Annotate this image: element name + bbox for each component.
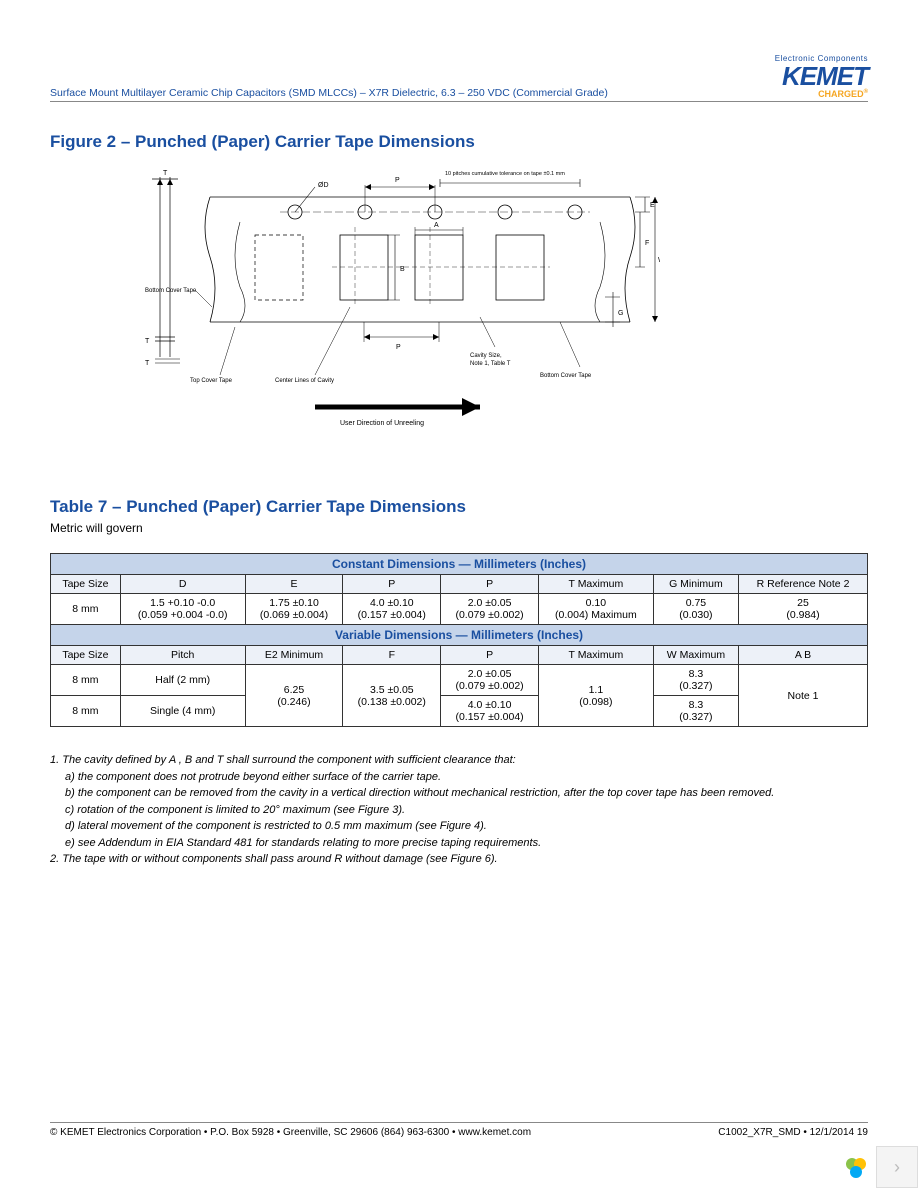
doc-title: Surface Mount Multilayer Ceramic Chip Ca…	[50, 87, 608, 99]
footer-right: C1002_X7R_SMD • 12/1/2014 19	[718, 1127, 868, 1138]
cell: 25(0.984)	[739, 594, 868, 625]
variable-header: Variable Dimensions — Millimeters (Inche…	[51, 625, 868, 646]
cell: 8 mm	[51, 696, 121, 727]
svg-text:T: T	[145, 360, 150, 367]
svg-text:E: E	[650, 202, 655, 209]
vcol-wmax: W Maximum	[653, 646, 738, 665]
table-title: Table 7 – Punched (Paper) Carrier Tape D…	[50, 497, 868, 517]
col-p: P	[343, 575, 441, 594]
col-p2: P	[441, 575, 539, 594]
svg-text:G: G	[618, 310, 623, 317]
col-d: D	[120, 575, 245, 594]
svg-text:T: T	[145, 338, 150, 345]
cell: 4.0 ±0.10(0.157 ±0.004)	[343, 594, 441, 625]
svg-text:10 pitches cumulative toleranc: 10 pitches cumulative tolerance on tape …	[445, 171, 565, 177]
cell: 0.75(0.030)	[653, 594, 738, 625]
cell: 2.0 ±0.05(0.079 ±0.002)	[441, 665, 539, 696]
cell: Half (2 mm)	[120, 665, 245, 696]
page-header: Surface Mount Multilayer Ceramic Chip Ca…	[50, 55, 868, 102]
cell: 8.3(0.327)	[653, 665, 738, 696]
cell: 1.75 ±0.10(0.069 ±0.004)	[245, 594, 343, 625]
constant-header: Constant Dimensions — Millimeters (Inche…	[51, 554, 868, 575]
svg-text:Bottom Cover Tape: Bottom Cover Tape	[145, 288, 197, 294]
svg-text:P: P	[396, 344, 401, 351]
dimensions-table: Constant Dimensions — Millimeters (Inche…	[50, 553, 868, 727]
svg-text:P: P	[395, 177, 400, 184]
note-1d: d) lateral movement of the component is …	[65, 818, 868, 835]
vcol-e2: E2 Minimum	[245, 646, 343, 665]
svg-text:Bottom Cover Tape: Bottom Cover Tape	[540, 373, 592, 379]
cell: 3.5 ±0.05(0.138 ±0.002)	[343, 665, 441, 727]
cell: 8 mm	[51, 594, 121, 625]
svg-text:User Direction of Unreeling: User Direction of Unreeling	[340, 420, 424, 427]
footnotes: 1. The cavity defined by A , B and T sha…	[50, 752, 868, 868]
figure-diagram: T T ØD	[140, 167, 868, 437]
cell: 6.25(0.246)	[245, 665, 343, 727]
svg-text:B: B	[400, 266, 405, 273]
note-1: 1. The cavity defined by A , B and T sha…	[50, 752, 868, 769]
cell: 0.10(0.004) Maximum	[538, 594, 653, 625]
note-1c: c) rotation of the component is limited …	[65, 802, 868, 819]
note-1e: e) see Addendum in EIA Standard 481 for …	[65, 835, 868, 852]
note-2: 2. The tape with or without components s…	[50, 851, 868, 868]
footer-left: © KEMET Electronics Corporation • P.O. B…	[50, 1127, 531, 1138]
note-1a: a) the component does not protrude beyon…	[65, 769, 868, 786]
page-footer: © KEMET Electronics Corporation • P.O. B…	[50, 1122, 868, 1138]
col-tapesize: Tape Size	[51, 575, 121, 594]
svg-text:Cavity Size,: Cavity Size,	[470, 353, 502, 359]
col-e: E	[245, 575, 343, 594]
vcol-p: P	[441, 646, 539, 665]
next-page-button[interactable]: ›	[876, 1146, 918, 1188]
svg-text:Top Cover Tape: Top Cover Tape	[190, 378, 233, 384]
vcol-f: F	[343, 646, 441, 665]
svg-text:A: A	[434, 222, 439, 229]
vcol-size: Tape Size	[51, 646, 121, 665]
metric-note: Metric will govern	[50, 521, 868, 535]
kemet-logo: Electronic Components KEMET CHARGED®	[775, 55, 868, 99]
vcol-ab: A B	[739, 646, 868, 665]
figure-title: Figure 2 – Punched (Paper) Carrier Tape …	[50, 132, 868, 152]
svg-text:Center Lines of Cavity: Center Lines of Cavity	[275, 378, 334, 384]
chevron-right-icon: ›	[894, 1157, 900, 1178]
cell: 2.0 ±0.05(0.079 ±0.002)	[441, 594, 539, 625]
col-gmin: G Minimum	[653, 575, 738, 594]
svg-text:T: T	[163, 170, 168, 177]
cell: 1.5 +0.10 -0.0(0.059 +0.004 -0.0)	[120, 594, 245, 625]
col-tmax: T Maximum	[538, 575, 653, 594]
cell: 1.1(0.098)	[538, 665, 653, 727]
vcol-tmax: T Maximum	[538, 646, 653, 665]
cell: 8 mm	[51, 665, 121, 696]
flower-icon	[836, 1148, 876, 1188]
vcol-pitch: Pitch	[120, 646, 245, 665]
svg-text:F: F	[645, 240, 649, 247]
col-rref: R Reference Note 2	[739, 575, 868, 594]
svg-text:W: W	[658, 257, 660, 264]
cell: 8.3(0.327)	[653, 696, 738, 727]
cell: 4.0 ±0.10(0.157 ±0.004)	[441, 696, 539, 727]
svg-text:Note 1, Table T: Note 1, Table T	[470, 361, 511, 367]
svg-text:ØD: ØD	[318, 182, 329, 189]
cell: Single (4 mm)	[120, 696, 245, 727]
note-1b: b) the component can be removed from the…	[65, 785, 868, 802]
cell: Note 1	[739, 665, 868, 727]
logo-text: KEMET	[775, 63, 868, 89]
